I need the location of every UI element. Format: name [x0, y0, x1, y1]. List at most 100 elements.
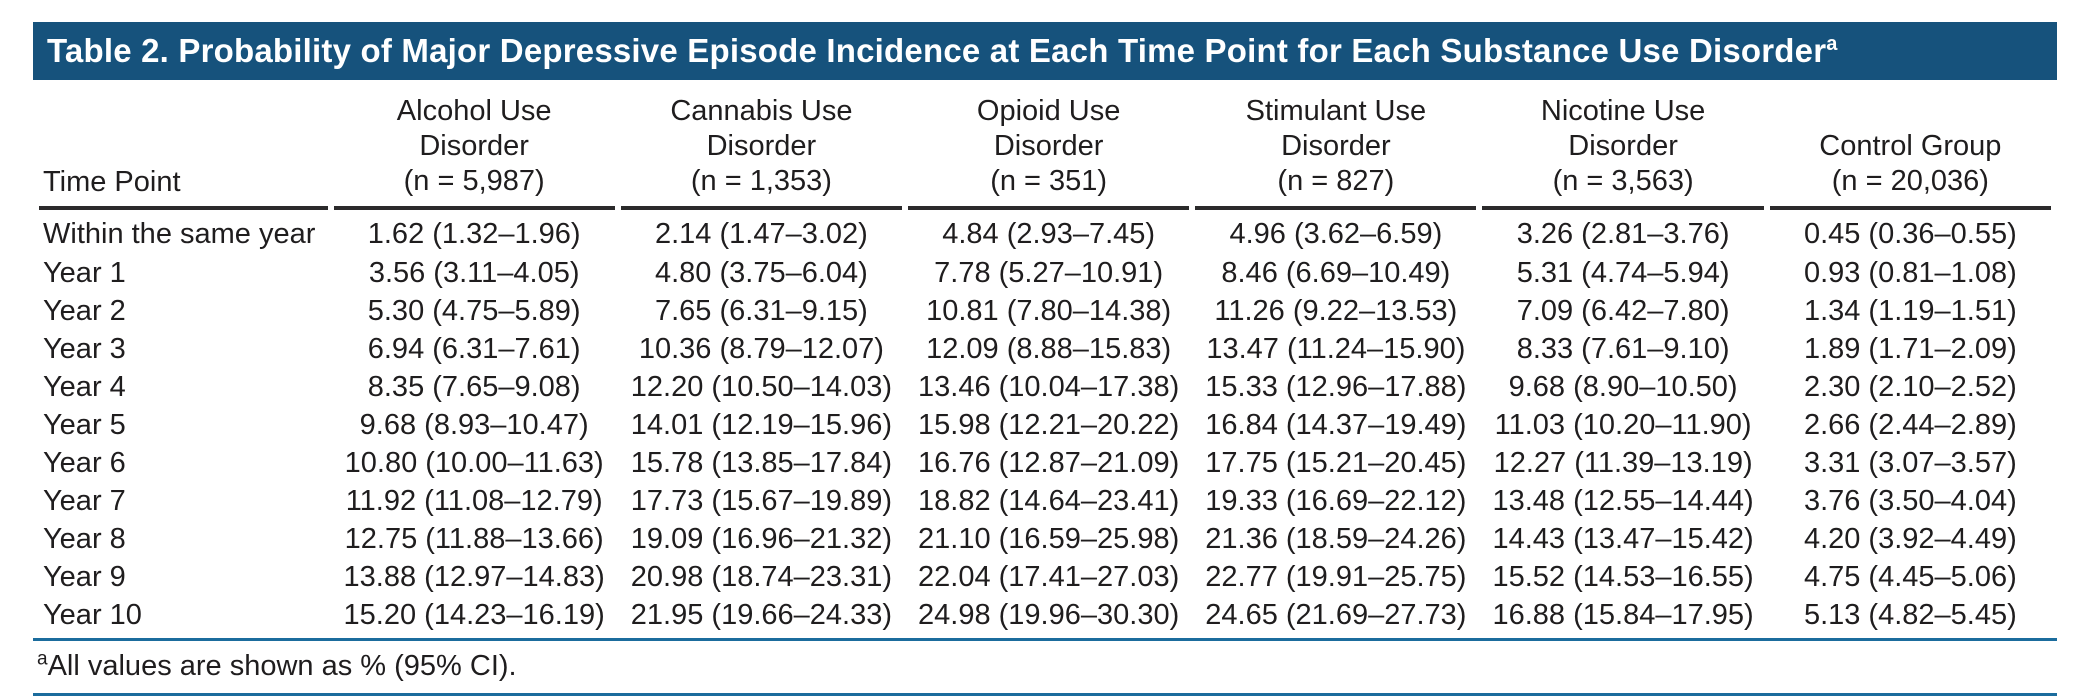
value-cell-control: 4.75 (4.45–5.06) — [1803, 561, 2017, 593]
value-cell-opioid: 16.76 (12.87–21.09) — [918, 447, 1180, 479]
value-cell-alcohol: 5.30 (4.75–5.89) — [367, 295, 581, 327]
header-n: (n = 827) — [1277, 165, 1395, 197]
column-header-nicotine: Nicotine Use Disorder (n = 3,563) — [1482, 94, 1764, 210]
value-cell-alcohol: 12.75 (11.88–13.66) — [344, 523, 604, 555]
header-line: Nicotine Use — [1540, 95, 1706, 127]
table-container: Table 2. Probability of Major Depressive… — [33, 22, 2057, 696]
value-cell-cannabis: 17.73 (15.67–19.89) — [630, 485, 892, 517]
value-cell-cannabis: 14.01 (12.19–15.96) — [630, 409, 892, 441]
value-cell-cannabis: 4.80 (3.75–6.04) — [654, 257, 868, 289]
value-cell-control: 5.13 (4.82–5.45) — [1803, 599, 2017, 631]
table-body: Within the same year 1.62 (1.32–1.96) 2.… — [39, 210, 2051, 634]
row-label: Year 4 — [43, 371, 126, 403]
row-label: Year 10 — [43, 599, 142, 631]
header-line: Control Group — [1819, 130, 2002, 162]
value-cell-alcohol: 8.35 (7.65–9.08) — [367, 371, 581, 403]
value-cell-control: 3.31 (3.07–3.57) — [1803, 447, 2017, 479]
table-row: Year 8 12.75 (11.88–13.66) 19.09 (16.96–… — [39, 520, 2051, 558]
value-cell-stimulant: 15.33 (12.96–17.88) — [1205, 371, 1467, 403]
value-cell-opioid: 4.84 (2.93–7.45) — [942, 217, 1156, 250]
row-label: Year 5 — [43, 409, 126, 441]
value-cell-control: 0.93 (0.81–1.08) — [1803, 257, 2017, 289]
value-cell-stimulant: 4.96 (3.62–6.59) — [1229, 217, 1443, 250]
header-line: Disorder — [419, 130, 529, 162]
value-cell-nicotine: 9.68 (8.90–10.50) — [1508, 371, 1738, 403]
header-n: (n = 1,353) — [690, 165, 832, 197]
value-cell-cannabis: 10.36 (8.79–12.07) — [638, 333, 884, 365]
row-label: Year 1 — [43, 257, 126, 289]
row-label: Year 2 — [43, 295, 126, 327]
header-line: Alcohol Use — [396, 95, 552, 127]
value-cell-opioid: 24.98 (19.96–30.30) — [918, 599, 1180, 631]
row-label: Year 7 — [43, 485, 126, 517]
value-cell-alcohol: 10.80 (10.00–11.63) — [344, 447, 604, 479]
column-header-cannabis: Cannabis Use Disorder (n = 1,353) — [620, 94, 903, 210]
footnote: aAll values are shown as % (95% CI). — [33, 641, 2057, 693]
value-cell-opioid: 22.04 (17.41–27.03) — [918, 561, 1180, 593]
value-cell-alcohol: 11.92 (11.08–12.79) — [345, 485, 603, 517]
table-row: Year 6 10.80 (10.00–11.63) 15.78 (13.85–… — [39, 444, 2051, 482]
footnote-superscript: a — [37, 648, 48, 670]
table-title-bar: Table 2. Probability of Major Depressive… — [33, 22, 2057, 80]
header-n: (n = 5,987) — [403, 165, 545, 197]
value-cell-stimulant: 13.47 (11.24–15.90) — [1206, 333, 1466, 365]
header-time-point: Time Point — [39, 94, 328, 210]
value-cell-nicotine: 16.88 (15.84–17.95) — [1492, 599, 1754, 631]
value-cell-stimulant: 16.84 (14.37–19.49) — [1205, 409, 1467, 441]
value-cell-control: 1.34 (1.19–1.51) — [1803, 295, 2017, 327]
value-cell-nicotine: 13.48 (12.55–14.44) — [1492, 485, 1754, 517]
table-row: Within the same year 1.62 (1.32–1.96) 2.… — [39, 210, 2051, 254]
value-cell-cannabis: 21.95 (19.66–24.33) — [630, 599, 892, 631]
value-cell-alcohol: 3.56 (3.11–4.05) — [368, 257, 580, 289]
value-cell-cannabis: 20.98 (18.74–23.31) — [630, 561, 892, 593]
header-n: (n = 20,036) — [1831, 165, 1989, 197]
header-n: (n = 3,563) — [1552, 165, 1694, 197]
header-line: Disorder — [1281, 130, 1391, 162]
column-header-alcohol: Alcohol Use Disorder (n = 5,987) — [333, 94, 615, 210]
value-cell-stimulant: 21.36 (18.59–24.26) — [1205, 523, 1467, 555]
value-cell-control: 2.66 (2.44–2.89) — [1803, 409, 2017, 441]
value-cell-control: 2.30 (2.10–2.52) — [1803, 371, 2017, 403]
table-title: Table 2. Probability of Major Depressive… — [47, 32, 1838, 70]
header-line: Disorder — [1568, 130, 1678, 162]
header-line: Disorder — [993, 130, 1104, 162]
row-label: Within the same year — [43, 217, 316, 250]
value-cell-opioid: 15.98 (12.21–20.22) — [918, 409, 1180, 441]
value-cell-stimulant: 17.75 (15.21–20.45) — [1205, 447, 1467, 479]
table-row: Year 2 5.30 (4.75–5.89) 7.65 (6.31–9.15)… — [39, 292, 2051, 330]
value-cell-alcohol: 1.62 (1.32–1.96) — [367, 217, 581, 250]
footnote-top-rule — [33, 638, 2057, 641]
header-row: Time Point Alcohol Use Disorder (n = 5,9… — [39, 94, 2051, 210]
value-cell-opioid: 18.82 (14.64–23.41) — [918, 485, 1180, 517]
header-line: Cannabis Use — [670, 95, 853, 127]
value-cell-cannabis: 15.78 (13.85–17.84) — [630, 447, 892, 479]
value-cell-cannabis: 7.65 (6.31–9.15) — [654, 295, 868, 327]
table-row: Year 9 13.88 (12.97–14.83) 20.98 (18.74–… — [39, 558, 2051, 596]
row-label: Year 3 — [43, 333, 126, 365]
value-cell-opioid: 13.46 (10.04–17.38) — [918, 371, 1180, 403]
table-row: Year 5 9.68 (8.93–10.47) 14.01 (12.19–15… — [39, 406, 2051, 444]
table-header: Time Point Alcohol Use Disorder (n = 5,9… — [39, 94, 2051, 210]
value-cell-cannabis: 19.09 (16.96–21.32) — [630, 523, 892, 555]
value-cell-opioid: 7.78 (5.27–10.91) — [934, 257, 1164, 289]
value-cell-nicotine: 8.33 (7.61–9.10) — [1516, 333, 1730, 365]
value-cell-cannabis: 12.20 (10.50–14.03) — [630, 371, 892, 403]
value-cell-stimulant: 8.46 (6.69–10.49) — [1221, 257, 1451, 289]
value-cell-stimulant: 11.26 (9.22–13.53) — [1214, 295, 1458, 327]
footnote-text: All values are shown as % (95% CI). — [47, 650, 517, 682]
table-row: Year 3 6.94 (6.31–7.61) 10.36 (8.79–12.0… — [39, 330, 2051, 368]
row-label: Year 8 — [43, 523, 126, 555]
value-cell-alcohol: 6.94 (6.31–7.61) — [367, 333, 581, 365]
value-cell-control: 1.89 (1.71–2.09) — [1803, 333, 2017, 365]
header-line: Stimulant Use — [1245, 95, 1427, 127]
value-cell-alcohol: 15.20 (14.23–16.19) — [343, 599, 605, 631]
value-cell-stimulant: 19.33 (16.69–22.12) — [1205, 485, 1467, 517]
value-cell-nicotine: 15.52 (14.53–16.55) — [1492, 561, 1754, 593]
column-header-opioid: Opioid Use Disorder (n = 351) — [908, 94, 1190, 210]
value-cell-nicotine: 12.27 (11.39–13.19) — [1493, 447, 1753, 479]
value-cell-nicotine: 11.03 (10.20–11.90) — [1494, 409, 1752, 441]
table-title-text: Table 2. Probability of Major Depressive… — [47, 32, 1827, 69]
header-line: Disorder — [706, 130, 817, 162]
column-header-stimulant: Stimulant Use Disorder (n = 827) — [1195, 94, 1477, 210]
table-row: Year 10 15.20 (14.23–16.19) 21.95 (19.66… — [39, 596, 2051, 634]
